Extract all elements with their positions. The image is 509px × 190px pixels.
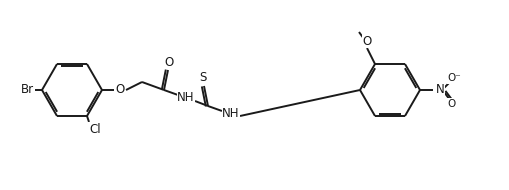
Text: O: O [115,83,124,97]
Text: Cl: Cl [89,123,100,136]
Text: O⁻: O⁻ [446,73,460,83]
Text: N: N [435,83,443,97]
Text: S: S [199,71,206,85]
Text: NH: NH [222,108,239,120]
Text: O: O [447,99,455,109]
Text: O: O [362,35,371,48]
Text: O: O [164,55,173,69]
Text: Br: Br [21,83,34,97]
Text: NH: NH [177,92,194,105]
